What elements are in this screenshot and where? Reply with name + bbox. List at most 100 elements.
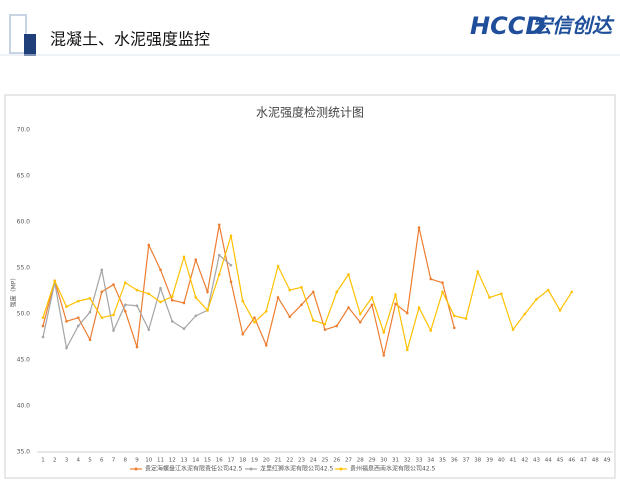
data-point xyxy=(194,296,198,299)
data-point xyxy=(88,338,92,342)
y-tick-label: 60.0 xyxy=(17,219,31,226)
data-point xyxy=(535,297,538,301)
x-tick-label: 3 xyxy=(65,458,69,464)
data-point xyxy=(76,324,80,328)
data-point xyxy=(417,306,421,309)
data-point xyxy=(335,324,339,328)
data-point xyxy=(41,335,45,339)
data-point xyxy=(276,264,280,268)
data-point xyxy=(170,295,174,298)
x-tick-label: 17 xyxy=(228,458,235,464)
x-tick-label: 19 xyxy=(251,458,258,464)
y-tick-label: 50.0 xyxy=(17,311,31,318)
x-tick-label: 34 xyxy=(427,458,434,464)
data-point xyxy=(499,292,503,296)
data-point xyxy=(123,309,127,313)
x-tick-label: 18 xyxy=(239,458,246,464)
data-point xyxy=(264,309,268,313)
legend-label: 龙里红狮水泥有限公司42.5 xyxy=(260,465,334,473)
x-tick-label: 30 xyxy=(380,458,387,464)
data-point xyxy=(276,296,280,299)
data-point xyxy=(159,286,162,290)
x-tick-label: 13 xyxy=(181,458,188,464)
y-axis-label: 强度（MP） xyxy=(10,275,18,308)
x-tick-label: 45 xyxy=(557,458,564,464)
data-point xyxy=(335,290,339,294)
data-point xyxy=(382,354,386,357)
x-tick-label: 42 xyxy=(521,458,528,464)
x-tick-label: 29 xyxy=(369,458,376,464)
x-tick-label: 35 xyxy=(439,458,446,464)
data-point xyxy=(123,281,127,285)
data-point xyxy=(511,328,515,331)
x-tick-label: 25 xyxy=(322,458,329,464)
page-title: 混凝土、水泥强度监控 xyxy=(50,30,210,49)
x-tick-label: 36 xyxy=(451,458,458,464)
legend-marker xyxy=(339,467,343,471)
x-tick-label: 27 xyxy=(345,458,352,464)
data-point xyxy=(405,348,409,352)
x-tick-label: 48 xyxy=(592,458,599,464)
data-point xyxy=(41,324,45,328)
data-point xyxy=(264,343,268,347)
x-tick-label: 1 xyxy=(41,458,45,464)
x-tick-label: 28 xyxy=(357,458,364,464)
data-point xyxy=(300,286,303,289)
data-point xyxy=(488,296,491,299)
data-point xyxy=(182,327,186,331)
data-point xyxy=(382,331,386,334)
x-tick-label: 10 xyxy=(145,458,152,464)
series-line xyxy=(42,235,573,351)
data-point xyxy=(159,300,162,304)
data-point xyxy=(159,268,162,272)
data-point xyxy=(112,313,115,317)
chart-frame xyxy=(4,94,616,479)
logo-text: 宏信创达 xyxy=(532,14,615,38)
x-tick-label: 46 xyxy=(568,458,575,464)
data-point xyxy=(476,270,480,273)
data-point xyxy=(100,268,104,272)
data-point xyxy=(170,320,174,323)
x-tick-label: 20 xyxy=(263,458,270,464)
data-point xyxy=(241,299,245,303)
data-point xyxy=(229,280,233,284)
legend-marker xyxy=(249,467,253,471)
data-point xyxy=(41,316,45,319)
data-point xyxy=(206,290,209,294)
data-point xyxy=(65,346,68,350)
y-tick-label: 45.0 xyxy=(17,357,31,364)
data-point xyxy=(311,290,315,294)
x-tick-label: 44 xyxy=(545,458,552,464)
data-point xyxy=(182,255,186,259)
x-tick-label: 38 xyxy=(474,458,481,464)
x-tick-label: 11 xyxy=(157,458,164,464)
data-point xyxy=(88,297,92,300)
data-point xyxy=(147,292,151,296)
y-tick-label: 55.0 xyxy=(17,265,31,272)
data-point xyxy=(76,316,80,319)
x-tick-label: 26 xyxy=(333,458,340,464)
data-point xyxy=(241,332,245,336)
data-point xyxy=(288,288,292,292)
x-tick-label: 23 xyxy=(298,458,305,464)
data-point xyxy=(417,226,421,229)
data-point xyxy=(429,329,433,332)
data-point xyxy=(147,243,151,247)
data-point xyxy=(112,283,115,286)
data-point xyxy=(358,320,362,324)
data-point xyxy=(253,320,256,324)
data-point xyxy=(288,315,292,319)
data-point xyxy=(65,305,68,308)
data-point xyxy=(229,234,233,238)
data-point xyxy=(452,326,456,330)
data-point xyxy=(546,288,550,292)
data-point xyxy=(370,303,374,307)
data-point xyxy=(311,319,315,322)
y-tick-label: 65.0 xyxy=(17,173,31,180)
series-line xyxy=(42,224,455,356)
x-tick-label: 43 xyxy=(533,458,540,464)
x-tick-label: 16 xyxy=(216,458,223,464)
data-point xyxy=(464,317,468,320)
x-tick-label: 22 xyxy=(286,458,293,464)
data-point xyxy=(135,288,139,292)
